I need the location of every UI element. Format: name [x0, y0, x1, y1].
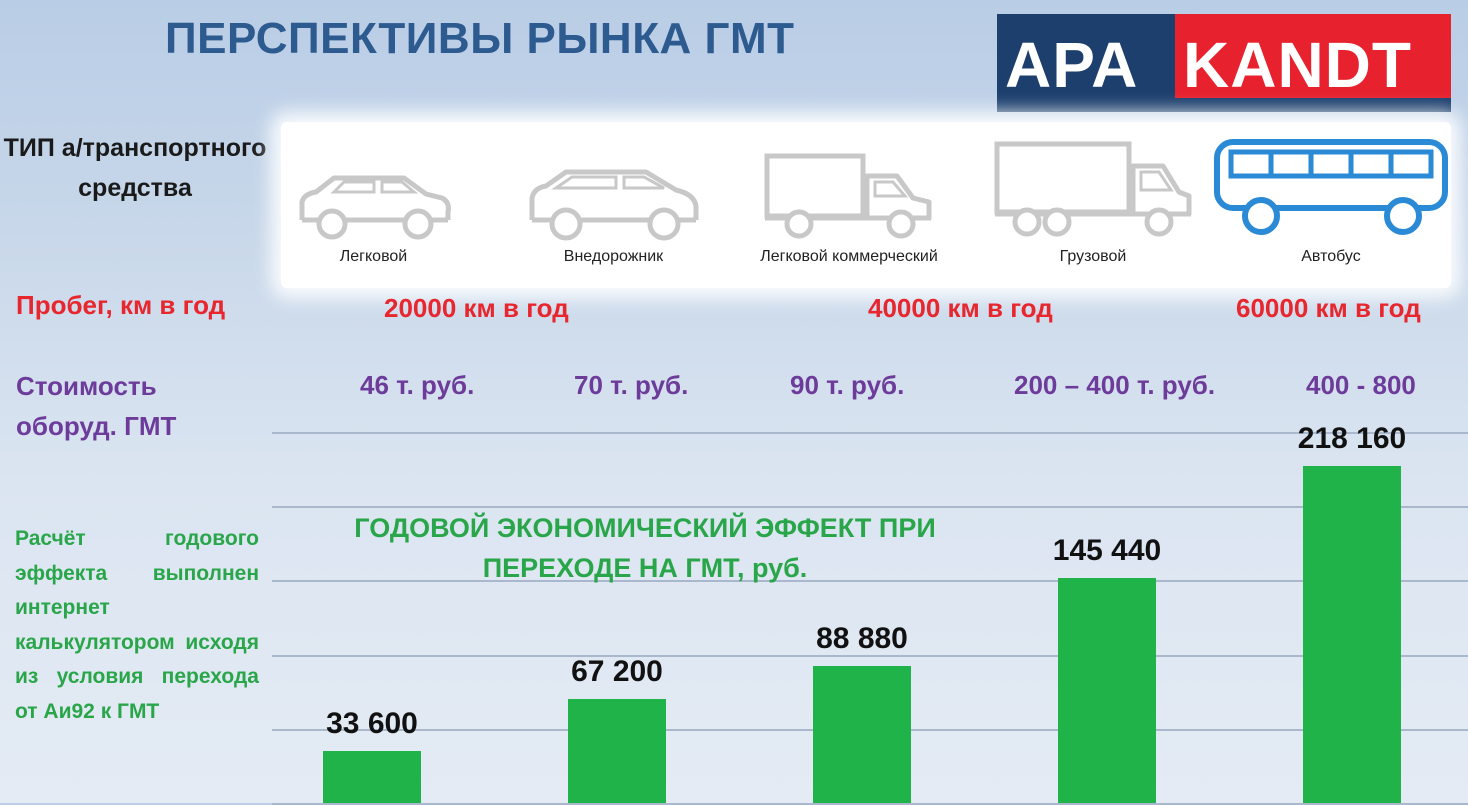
logo-text-right: KANDT [1183, 29, 1412, 101]
gridline [272, 506, 1468, 508]
chart-title: ГОДОВОЙ ЭКОНОМИЧЕСКИЙ ЭФФЕКТ ПРИ ПЕРЕХОД… [354, 513, 936, 583]
bar-value-label: 218 160 [1297, 421, 1407, 455]
vehicle-type-label: ТИП а/транспортного средства [3, 134, 267, 202]
vehicle-light-truck: Легковой коммерческий [729, 152, 969, 266]
logo-red-block [1175, 14, 1451, 112]
bar-value-label: 33 600 [326, 707, 418, 741]
cost-value-3: 90 т. руб. [790, 370, 905, 400]
mileage-value-2: 40000 км в год [868, 293, 1053, 323]
bar-value-label: 67 200 [571, 655, 663, 689]
mileage-value-1: 20000 км в год [384, 293, 569, 323]
mileage-label: Пробег, км в год [16, 290, 226, 320]
cost-value-5: 400 - 800 [1306, 370, 1416, 400]
bar [813, 665, 911, 803]
page-title: ПЕРСПЕКТИВЫ РЫНКА ГМТ [165, 14, 795, 63]
bar [1058, 578, 1156, 803]
vehicle-label: Внедорожник [563, 248, 664, 265]
cost-value-4: 200 – 400 т. руб. [1014, 370, 1216, 400]
light-truck-icon [764, 153, 932, 239]
bar-value-label: 88 880 [816, 621, 908, 655]
vehicle-panel: Легковой Внедорожник Легковой коммерческ… [281, 122, 1451, 288]
cost-label: Стоимость оборуд. ГМТ [16, 371, 177, 441]
bus-icon [1214, 139, 1448, 235]
cost-value-1: 46 т. руб. [360, 370, 475, 400]
mileage-value-3: 60000 км в год [1236, 293, 1421, 323]
vehicle-suv: Внедорожник [521, 168, 706, 266]
cost-value-2: 70 т. руб. [574, 370, 689, 400]
logo: APA KANDT [997, 14, 1451, 112]
vehicle-sedan: Легковой [281, 172, 466, 266]
logo-underline [1175, 98, 1451, 112]
suv-icon [529, 169, 698, 241]
logo-blue-block [997, 14, 1175, 112]
vehicle-label: Легковой [339, 248, 408, 265]
vehicle-label: Грузовой [1059, 248, 1127, 265]
gridline [272, 580, 1468, 582]
gridline [272, 432, 1468, 434]
vehicle-label: Легковой коммерческий [760, 248, 938, 265]
truck-icon [994, 141, 1192, 237]
bar [1303, 465, 1401, 803]
bar [323, 751, 421, 803]
vehicle-label: Автобус [1301, 248, 1361, 265]
logo-text-left: APA [1005, 29, 1139, 101]
vehicle-truck: Грузовой [993, 140, 1193, 266]
vehicle-bus: Автобус [1213, 138, 1449, 266]
bar [568, 699, 666, 803]
calculation-note: Расчёт годового эффекта выполнен интерне… [15, 527, 259, 723]
car-sedan-icon [299, 175, 451, 240]
bar-value-label: 145 440 [1052, 534, 1162, 568]
gridline [272, 655, 1468, 657]
